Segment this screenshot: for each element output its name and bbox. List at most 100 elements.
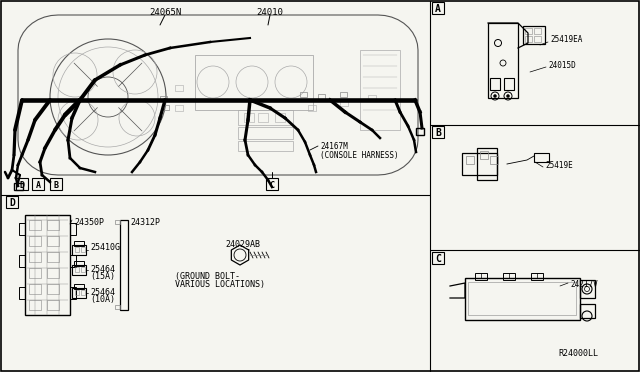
Bar	[72, 245, 86, 255]
Circle shape	[506, 94, 509, 97]
Bar	[47, 252, 59, 262]
Bar	[16, 178, 28, 190]
Bar	[47, 268, 59, 278]
Bar	[75, 290, 79, 295]
Bar	[47, 236, 59, 246]
Bar	[70, 287, 76, 299]
Bar	[462, 153, 497, 175]
Bar	[81, 247, 85, 252]
Bar	[466, 156, 474, 164]
Bar	[266, 178, 278, 190]
Text: D: D	[19, 180, 24, 189]
Text: 24312P: 24312P	[130, 218, 160, 227]
Bar	[416, 128, 424, 135]
Bar	[72, 265, 86, 275]
Text: 25419E: 25419E	[545, 160, 573, 170]
Bar	[70, 255, 76, 267]
Text: 24010: 24010	[257, 8, 284, 17]
Circle shape	[493, 94, 497, 97]
Bar	[432, 2, 444, 14]
Bar	[14, 183, 23, 190]
Text: 24029AB: 24029AB	[225, 240, 260, 249]
Bar	[504, 78, 514, 90]
Text: B: B	[54, 180, 58, 189]
Bar	[534, 36, 541, 42]
Bar	[238, 141, 293, 151]
Text: (10A): (10A)	[90, 295, 115, 304]
Text: 24015D: 24015D	[548, 61, 576, 70]
Text: 24217V: 24217V	[570, 280, 598, 289]
Bar	[523, 26, 545, 44]
Bar	[531, 273, 543, 280]
Bar	[75, 267, 79, 272]
Text: 25464: 25464	[90, 288, 115, 297]
Bar	[74, 284, 84, 289]
Bar	[368, 95, 376, 101]
Bar	[432, 252, 444, 264]
Bar	[238, 110, 293, 125]
Bar	[244, 113, 254, 122]
Bar	[534, 153, 549, 162]
Bar	[468, 282, 576, 315]
Bar	[175, 105, 183, 111]
Bar	[465, 278, 580, 320]
Bar	[29, 300, 41, 310]
Text: A: A	[35, 180, 40, 189]
Bar	[340, 92, 347, 97]
Bar	[29, 220, 41, 230]
Text: 24065N: 24065N	[149, 8, 181, 17]
Bar	[72, 288, 86, 298]
Text: C: C	[435, 254, 441, 264]
Text: 25410G: 25410G	[90, 244, 120, 253]
Bar	[6, 196, 18, 208]
Bar	[475, 273, 487, 280]
Bar	[534, 28, 541, 34]
Bar	[258, 113, 268, 122]
Bar	[162, 105, 169, 110]
Bar	[47, 220, 59, 230]
Bar	[160, 96, 167, 101]
Bar	[580, 304, 595, 318]
Bar	[32, 178, 44, 190]
Bar	[488, 23, 518, 98]
Text: D: D	[9, 198, 15, 208]
Bar	[25, 215, 70, 315]
Bar	[29, 236, 41, 246]
Bar	[432, 126, 444, 138]
Bar	[115, 305, 120, 309]
Bar	[29, 284, 41, 294]
Bar	[81, 267, 85, 272]
Text: VARIOUS LOCATIONS): VARIOUS LOCATIONS)	[175, 280, 265, 289]
Bar	[115, 220, 120, 224]
Bar	[275, 113, 285, 122]
Bar	[19, 287, 25, 299]
Bar	[360, 50, 400, 130]
Bar	[308, 105, 316, 111]
Bar	[47, 300, 59, 310]
Bar	[120, 220, 128, 310]
Bar	[29, 268, 41, 278]
Bar	[19, 223, 25, 235]
Bar	[340, 100, 348, 106]
Text: C: C	[269, 180, 275, 189]
Bar	[70, 223, 76, 235]
Bar	[75, 247, 79, 252]
Text: A: A	[435, 4, 441, 14]
Bar	[175, 85, 183, 91]
Bar	[525, 36, 532, 42]
Bar	[50, 178, 62, 190]
Bar	[503, 273, 515, 280]
Bar	[318, 94, 325, 99]
Bar	[525, 28, 532, 34]
Text: B: B	[435, 128, 441, 138]
Bar	[490, 156, 498, 164]
Text: (15A): (15A)	[90, 272, 115, 281]
Text: 25419EA: 25419EA	[550, 35, 582, 45]
Text: 25464: 25464	[90, 265, 115, 274]
Bar	[47, 284, 59, 294]
Bar	[580, 280, 595, 298]
Bar	[29, 252, 41, 262]
Bar	[300, 92, 307, 97]
Bar	[480, 151, 488, 159]
Text: (GROUND BOLT-: (GROUND BOLT-	[175, 272, 240, 281]
